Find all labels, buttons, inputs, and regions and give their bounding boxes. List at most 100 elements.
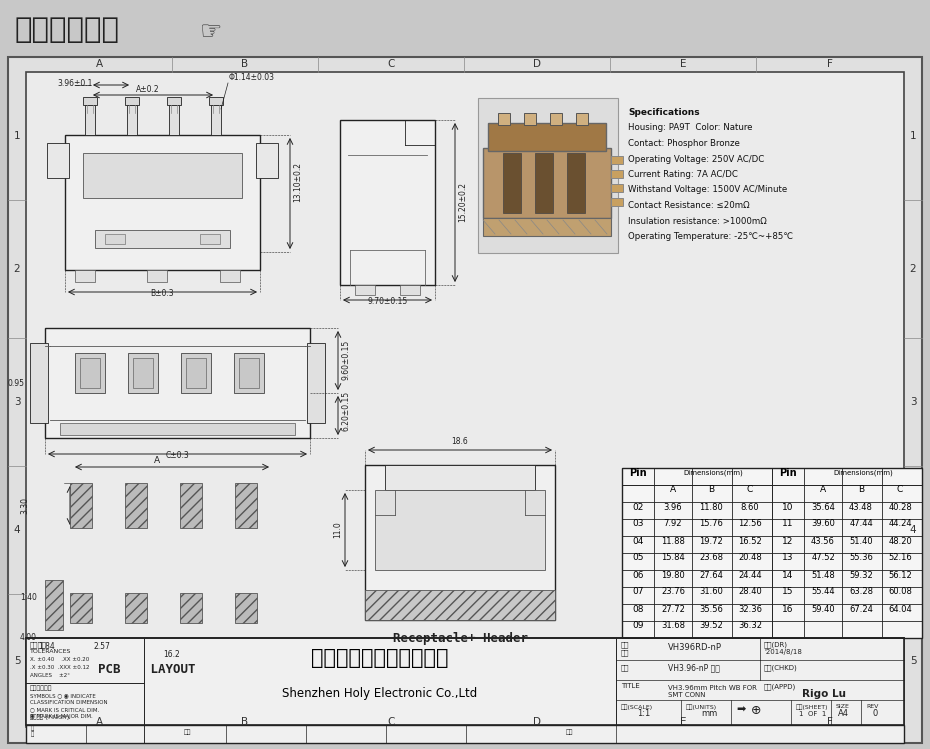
Text: 47.52: 47.52 — [811, 554, 835, 562]
Bar — [169, 105, 179, 135]
Text: 5: 5 — [910, 655, 916, 666]
Text: 27.72: 27.72 — [661, 604, 684, 613]
Text: B: B — [242, 717, 248, 727]
Text: ➡: ➡ — [736, 705, 745, 715]
Bar — [45, 580, 63, 630]
Bar — [147, 270, 167, 282]
Text: 23.68: 23.68 — [699, 554, 723, 562]
Text: 12: 12 — [782, 536, 793, 545]
Text: 51.40: 51.40 — [849, 536, 873, 545]
Text: Receptacle+ Header: Receptacle+ Header — [392, 632, 527, 645]
Text: VH396RD-nP: VH396RD-nP — [668, 643, 722, 652]
Text: 44.24: 44.24 — [888, 520, 911, 529]
Text: C: C — [387, 717, 394, 727]
Bar — [365, 465, 555, 620]
Text: ○ MARK IS CRITICAL DIM.: ○ MARK IS CRITICAL DIM. — [30, 707, 100, 712]
Text: 43.56: 43.56 — [811, 536, 835, 545]
Bar — [611, 198, 623, 206]
Text: VH3.96mm Pitch WB FOR
SMT CONN: VH3.96mm Pitch WB FOR SMT CONN — [668, 685, 757, 698]
Bar — [550, 113, 562, 125]
Bar — [567, 153, 585, 213]
Bar — [611, 184, 623, 192]
Text: VH3.96-nP 图贴: VH3.96-nP 图贴 — [668, 664, 720, 673]
Text: D: D — [533, 717, 541, 727]
Text: 31.68: 31.68 — [661, 622, 685, 631]
Text: 15: 15 — [782, 587, 793, 596]
Text: 15.76: 15.76 — [699, 520, 723, 529]
Bar — [235, 593, 257, 623]
Bar — [375, 490, 545, 570]
Text: Specifications: Specifications — [628, 108, 699, 117]
Text: 3: 3 — [14, 397, 20, 407]
Text: mm: mm — [701, 709, 717, 718]
Bar — [483, 218, 611, 236]
Bar — [80, 358, 100, 388]
Bar — [211, 105, 221, 135]
Text: 4: 4 — [14, 525, 20, 535]
Text: 13.10±0.2: 13.10±0.2 — [293, 163, 302, 202]
Text: 15.84: 15.84 — [661, 554, 684, 562]
Bar — [65, 135, 260, 270]
Bar — [95, 230, 230, 248]
Bar — [83, 153, 242, 198]
Bar — [30, 343, 48, 423]
Text: 标: 标 — [31, 725, 34, 731]
Text: Shenzhen Holy Electronic Co.,Ltd: Shenzhen Holy Electronic Co.,Ltd — [283, 687, 478, 700]
Text: 1.40: 1.40 — [20, 593, 37, 602]
Text: 35.56: 35.56 — [699, 604, 723, 613]
Text: A: A — [154, 456, 160, 465]
Bar — [128, 353, 158, 393]
Text: 一般公差: 一般公差 — [30, 641, 47, 648]
Text: 16: 16 — [782, 604, 793, 613]
Text: 1: 1 — [910, 131, 916, 141]
Bar — [186, 358, 206, 388]
Bar — [180, 593, 202, 623]
Text: 64.04: 64.04 — [888, 604, 912, 613]
Text: C±0.3: C±0.3 — [166, 451, 190, 460]
Text: 2: 2 — [910, 264, 916, 274]
Bar — [83, 97, 97, 105]
Text: ⊕: ⊕ — [751, 703, 762, 717]
Text: 11.80: 11.80 — [699, 503, 723, 512]
Text: TOLERANCES: TOLERANCES — [30, 649, 72, 654]
Text: TITLE: TITLE — [621, 683, 640, 689]
Bar — [576, 113, 588, 125]
Text: 63.28: 63.28 — [849, 587, 873, 596]
Text: 23.76: 23.76 — [661, 587, 685, 596]
Text: SYMBOLS ○ ◉ INDICATE: SYMBOLS ○ ◉ INDICATE — [30, 693, 96, 698]
Bar — [235, 483, 257, 528]
Text: 19.72: 19.72 — [699, 536, 723, 545]
Bar — [167, 97, 181, 105]
Text: 13: 13 — [782, 554, 793, 562]
Bar — [340, 120, 435, 285]
Text: 2: 2 — [14, 264, 20, 274]
Bar — [239, 358, 259, 388]
Bar — [26, 725, 904, 743]
Text: 工程: 工程 — [621, 641, 630, 648]
Text: 43.48: 43.48 — [849, 503, 873, 512]
Bar — [47, 143, 69, 178]
Text: 核准(APPD): 核准(APPD) — [764, 683, 796, 690]
Text: Dimensions(mm): Dimensions(mm) — [684, 470, 743, 476]
Bar — [365, 590, 555, 620]
Text: 08: 08 — [632, 604, 644, 613]
Text: X. ±0.40    .XX ±0.20: X. ±0.40 .XX ±0.20 — [30, 657, 89, 662]
Bar — [535, 153, 553, 213]
Text: CLASSIFICATION DIMENSION: CLASSIFICATION DIMENSION — [30, 700, 108, 705]
Text: 9.70±0.15: 9.70±0.15 — [367, 297, 407, 306]
Bar — [400, 285, 420, 295]
Text: 0: 0 — [872, 709, 878, 718]
Text: 在线图纸下载: 在线图纸下载 — [15, 16, 120, 44]
Text: B±0.3: B±0.3 — [151, 289, 174, 298]
Text: 14: 14 — [782, 571, 793, 580]
Text: 28.40: 28.40 — [738, 587, 762, 596]
Text: .X ±0.30  .XXX ±0.12: .X ±0.30 .XXX ±0.12 — [30, 665, 89, 670]
Text: 39.52: 39.52 — [699, 622, 723, 631]
Text: Operating Voltage: 250V AC/DC: Operating Voltage: 250V AC/DC — [628, 154, 764, 163]
Text: SIZE: SIZE — [836, 704, 850, 709]
Text: 日期: 日期 — [566, 730, 574, 735]
Text: 1:1: 1:1 — [637, 709, 651, 718]
Text: Withstand Voltage: 1500V AC/Minute: Withstand Voltage: 1500V AC/Minute — [628, 186, 788, 195]
Text: 06: 06 — [632, 571, 644, 580]
Text: Current Rating: 7A AC/DC: Current Rating: 7A AC/DC — [628, 170, 737, 179]
